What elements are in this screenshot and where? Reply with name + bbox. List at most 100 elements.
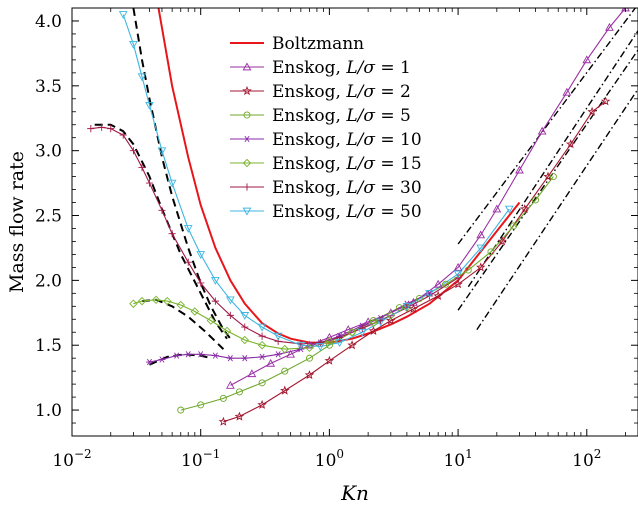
point-enskog-l-2-7	[347, 340, 357, 350]
point-enskog-l-30-20	[358, 324, 366, 332]
point-enskog-l-5-7	[305, 354, 313, 362]
series-line-enskog-l-2	[223, 100, 606, 423]
y-tick-label: 3.5	[35, 77, 62, 97]
point-enskog-l-2-6	[324, 355, 335, 365]
point-enskog-l-2-19	[600, 96, 611, 106]
point-enskog-l-30-5	[129, 147, 138, 155]
point-enskog-l-1-6	[325, 332, 334, 341]
legend-series-name: Enskog,	[272, 202, 346, 222]
legend-series-name: Enskog,	[272, 82, 346, 102]
point-enskog-l-15-9	[240, 335, 250, 345]
y-tick-label: 1.5	[35, 336, 62, 356]
point-enskog-l-30-7	[145, 179, 154, 187]
point-enskog-l-10-8	[241, 355, 249, 362]
point-enskog-l-15-2	[137, 296, 147, 306]
x-tick-label: 100	[315, 447, 344, 471]
x-tick-label: 10−2	[52, 447, 91, 471]
legend-equals: =	[375, 106, 400, 126]
point-enskog-l-50-14	[296, 341, 306, 350]
point-enskog-l-1-8	[363, 317, 373, 326]
legend-equals: =	[375, 202, 400, 222]
legend-marker-enskog-l-10	[243, 135, 251, 143]
point-enskog-l-50-11	[240, 312, 250, 320]
point-enskog-l-30-23	[425, 292, 434, 300]
point-enskog-l-10-3	[173, 352, 181, 359]
x-tick-exponent: −1	[203, 447, 221, 461]
point-enskog-l-2-14	[497, 236, 507, 246]
series-line-enskog-l-30	[90, 126, 459, 345]
point-enskog-l-10-2	[158, 356, 166, 363]
point-enskog-l-1-1	[225, 380, 235, 389]
point-enskog-l-1-17	[562, 87, 572, 96]
point-enskog-l-15-1	[129, 299, 138, 308]
point-enskog-l-1-11	[433, 279, 443, 288]
point-enskog-l-50-6	[167, 179, 177, 188]
x-tick-base: 10	[443, 451, 465, 471]
point-enskog-l-5-14	[464, 266, 472, 274]
legend-ratio-value: 30	[400, 178, 422, 198]
reference-line-8	[476, 87, 638, 330]
x-tick-label: 10−1	[181, 447, 220, 471]
point-enskog-l-50-7	[183, 225, 193, 234]
point-enskog-l-30-16	[274, 337, 282, 345]
point-enskog-l-15-8	[222, 326, 232, 336]
legend-ratio-value: 10	[400, 130, 422, 150]
point-enskog-l-1-5	[305, 340, 314, 349]
legend-ratio-symbol: L/σ	[345, 82, 375, 102]
point-enskog-l-50-3	[137, 73, 147, 82]
point-enskog-l-5-8	[325, 341, 333, 349]
reference-line-5	[457, 8, 637, 245]
legend-ratio-symbol: L/σ	[345, 154, 375, 174]
legend-equals: =	[375, 178, 400, 198]
x-tick-exponent: −2	[74, 447, 92, 461]
x-tick-label: 102	[572, 447, 601, 471]
x-tick-base: 10	[52, 451, 74, 471]
legend-series-name: Enskog,	[272, 58, 346, 78]
point-enskog-l-30-10	[184, 258, 192, 266]
legend-ratio-value: 50	[400, 202, 422, 222]
legend-equals: =	[375, 154, 400, 174]
point-enskog-l-50-20	[425, 290, 434, 298]
point-enskog-l-5-10	[369, 317, 377, 325]
point-enskog-l-2-5	[304, 370, 315, 380]
point-enskog-l-1-16	[537, 126, 547, 135]
legend-ratio-value: 1	[400, 58, 411, 78]
legend-ratio-symbol: L/σ	[345, 178, 375, 198]
point-enskog-l-30-4	[119, 131, 127, 139]
point-enskog-l-50-10	[225, 296, 235, 305]
point-enskog-l-2-4	[280, 385, 290, 395]
point-enskog-l-15-11	[280, 344, 289, 354]
point-enskog-l-5-13	[442, 280, 450, 288]
y-tick-label: 2.0	[35, 271, 62, 291]
point-enskog-l-2-17	[565, 139, 576, 149]
point-enskog-l-30-12	[211, 297, 219, 305]
point-enskog-l-5-11	[395, 304, 403, 312]
point-enskog-l-30-2	[98, 123, 106, 131]
point-enskog-l-5-3	[219, 394, 227, 402]
point-enskog-l-30-6	[138, 163, 146, 172]
x-tick-base: 10	[315, 451, 337, 471]
point-enskog-l-2-18	[587, 106, 597, 116]
point-enskog-l-1-4	[286, 349, 296, 358]
x-tick-label: 101	[443, 447, 472, 471]
point-enskog-l-5-1	[177, 406, 185, 414]
series-line-boltzmann	[157, 8, 521, 344]
point-enskog-l-2-8	[368, 325, 379, 336]
legend-ratio-symbol: L/σ	[345, 106, 375, 126]
x-tick-exponent: 0	[336, 447, 344, 461]
point-enskog-l-15-15	[369, 318, 378, 328]
point-enskog-l-50-23	[504, 205, 514, 214]
marker-layer	[87, 8, 630, 426]
point-enskog-l-50-12	[257, 323, 267, 332]
point-enskog-l-2-11	[433, 290, 443, 301]
point-enskog-l-5-5	[258, 379, 266, 387]
legend-equals: =	[375, 82, 400, 102]
point-enskog-l-30-15	[258, 332, 266, 340]
reference-line-2	[94, 123, 228, 340]
point-enskog-l-15-16	[386, 311, 396, 320]
point-enskog-l-1-19	[605, 22, 614, 31]
point-enskog-l-5-12	[415, 295, 423, 303]
point-enskog-l-5-18	[549, 173, 557, 181]
point-enskog-l-1-15	[515, 165, 524, 174]
